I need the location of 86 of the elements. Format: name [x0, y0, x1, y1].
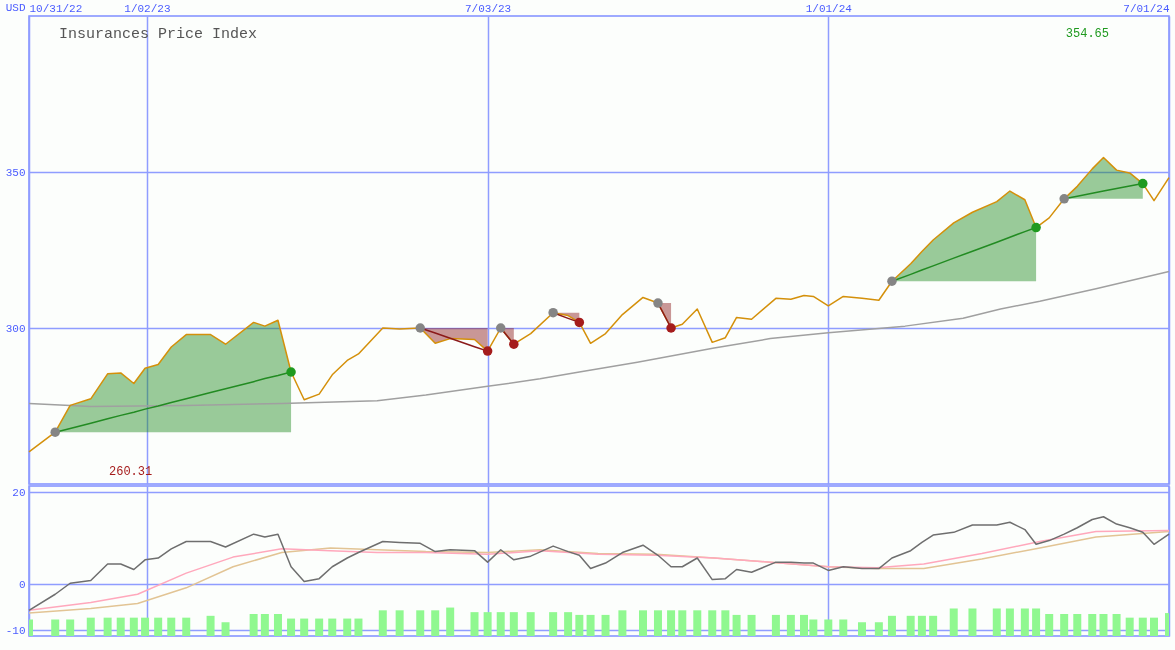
- bar: [575, 614, 584, 636]
- bar: [1138, 617, 1147, 636]
- bar: [601, 614, 610, 636]
- bar: [300, 618, 309, 636]
- y-tick-label: -10: [5, 624, 26, 637]
- bar: [315, 618, 324, 636]
- y-tick-label: 350: [5, 166, 26, 179]
- bar: [483, 612, 492, 636]
- bar: [1060, 613, 1069, 636]
- bar: [249, 613, 258, 636]
- annotation: 260.31: [109, 465, 153, 479]
- bar: [206, 615, 215, 636]
- bar: [917, 615, 926, 636]
- bar: [66, 619, 75, 636]
- bar: [526, 612, 535, 636]
- bar: [638, 610, 647, 636]
- bar: [693, 610, 702, 636]
- bar: [618, 610, 627, 636]
- bar: [839, 619, 848, 636]
- bar: [1020, 608, 1029, 636]
- bar: [496, 612, 505, 636]
- bar: [858, 622, 866, 636]
- x-tick-label: 7/03/23: [465, 2, 512, 15]
- bar: [141, 617, 150, 636]
- bar: [1112, 613, 1121, 636]
- bar: [103, 617, 112, 636]
- bar: [343, 618, 352, 636]
- bar: [116, 617, 125, 636]
- bar: [874, 622, 883, 636]
- line-series: [28, 270, 1170, 408]
- bar: [824, 619, 833, 636]
- annotation: 354.65: [1065, 27, 1109, 41]
- bar: [260, 613, 269, 636]
- bar: [1032, 608, 1041, 636]
- bar: [1150, 617, 1159, 636]
- line-series: [28, 156, 1170, 453]
- bar: [86, 617, 95, 636]
- bar: [968, 608, 977, 636]
- bar: [446, 607, 455, 636]
- bar: [667, 610, 676, 636]
- bar: [431, 610, 440, 636]
- bar: [182, 617, 191, 636]
- x-tick-label: 7/01/24: [1123, 2, 1170, 15]
- bar: [786, 614, 795, 636]
- bar: [1088, 613, 1097, 636]
- bar: [154, 617, 163, 636]
- bar: [887, 615, 896, 636]
- bar: [1045, 613, 1054, 636]
- x-tick-label: 1/01/24: [805, 2, 853, 15]
- bar: [51, 619, 60, 636]
- bar: [564, 612, 573, 636]
- bar: [992, 608, 1001, 636]
- bar: [721, 610, 730, 636]
- bar: [1073, 613, 1082, 636]
- bar: [416, 610, 425, 636]
- bar: [1099, 613, 1108, 636]
- bar: [771, 614, 780, 636]
- bar: [678, 610, 687, 636]
- bar: [378, 610, 387, 636]
- bar: [747, 614, 756, 636]
- bar: [167, 617, 176, 636]
- bar: [732, 614, 741, 636]
- x-tick-label: 1/02/23: [124, 2, 171, 15]
- bar: [708, 610, 717, 636]
- bar: [395, 610, 404, 636]
- bar: [470, 612, 479, 636]
- bar: [354, 618, 363, 636]
- bar: [906, 615, 915, 636]
- bar: [949, 608, 958, 636]
- x-tick-label: 10/31/22: [29, 2, 83, 15]
- bar: [273, 613, 282, 636]
- bar: [221, 622, 230, 636]
- bar: [653, 610, 662, 636]
- bar: [129, 617, 138, 636]
- bar: [1005, 608, 1014, 636]
- bar: [549, 612, 558, 636]
- y-tick-label: 0: [18, 578, 26, 591]
- y-tick-label: 300: [5, 322, 26, 335]
- bar: [586, 614, 595, 636]
- y-tick-label: 20: [12, 486, 26, 499]
- bar: [509, 612, 518, 636]
- bar: [287, 618, 296, 636]
- bar: [328, 618, 337, 636]
- bar: [1125, 617, 1134, 636]
- bar: [929, 615, 938, 636]
- y-axis-title: USD: [5, 1, 26, 14]
